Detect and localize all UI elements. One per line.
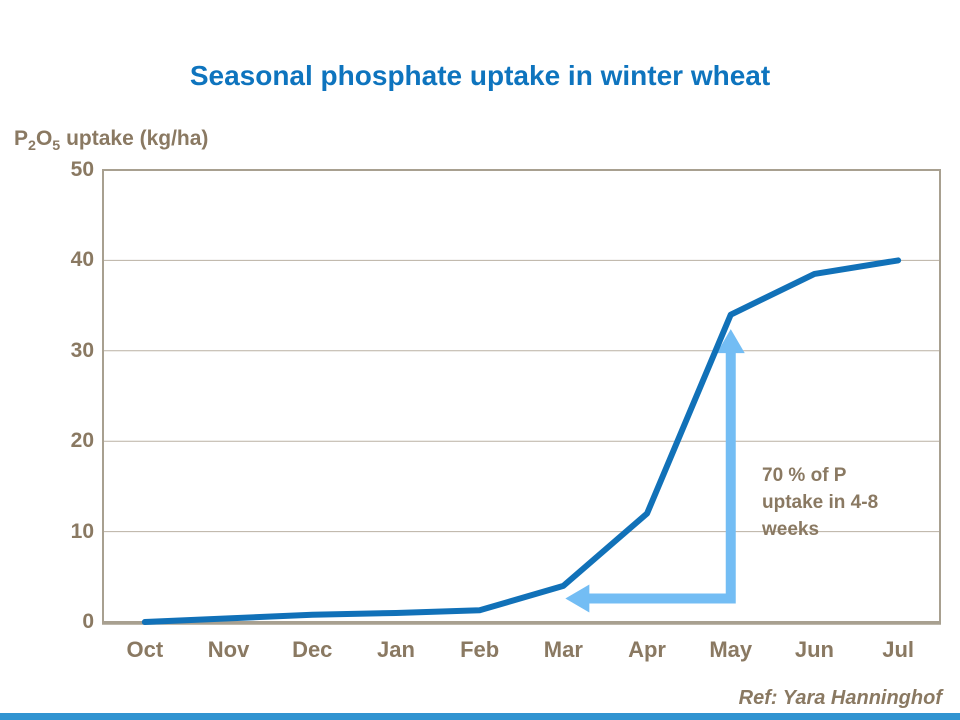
annotation-70-percent: 70 % of P uptake in 4-8 weeks bbox=[762, 462, 932, 543]
x-tick-label: Jun bbox=[794, 637, 834, 662]
chart-title: Seasonal phosphate uptake in winter whea… bbox=[189, 60, 771, 91]
x-tick-label: Nov bbox=[207, 637, 250, 662]
plot-border bbox=[102, 169, 941, 623]
y-tick-label: 30 bbox=[70, 338, 94, 362]
annotation-line-1: 70 % of P bbox=[762, 465, 847, 486]
bottom-accent-bar bbox=[0, 713, 960, 720]
annotation-arrow-shaft bbox=[580, 344, 736, 604]
y-axis-label-rest: uptake (kg/ha) bbox=[60, 127, 209, 150]
x-tick-label: Feb bbox=[460, 637, 500, 662]
y-tick-label: 50 bbox=[70, 158, 94, 181]
x-tick-label: May bbox=[709, 637, 753, 662]
annotation-line-3: weeks bbox=[762, 519, 820, 540]
x-tick-label: Jul bbox=[882, 637, 915, 662]
annotation-arrowhead-up bbox=[716, 329, 745, 354]
x-tick-label: Apr bbox=[628, 637, 666, 662]
y-tick-label: 20 bbox=[70, 429, 94, 453]
y-axis-label-p: P bbox=[14, 127, 29, 150]
y-axis-label-o-sub: 5 bbox=[52, 138, 61, 155]
reference-text: Ref: Yara Hanninghof bbox=[738, 687, 942, 709]
x-tick-label: Jan bbox=[376, 637, 415, 662]
y-tick-label: 10 bbox=[70, 519, 94, 543]
y-tick-label: 0 bbox=[82, 610, 94, 633]
x-tick-label: Mar bbox=[543, 637, 583, 662]
annotation-line-2: uptake in 4-8 bbox=[762, 492, 879, 513]
x-tick-label: Oct bbox=[126, 637, 164, 662]
y-axis-label: P2O5 uptake (kg/ha) bbox=[14, 127, 208, 154]
y-axis-label-p-sub: 2 bbox=[28, 138, 36, 155]
y-tick-label: 40 bbox=[70, 248, 94, 272]
x-tick-label: Dec bbox=[292, 637, 333, 662]
y-axis-label-o: O bbox=[35, 127, 53, 150]
uptake-line bbox=[141, 257, 902, 625]
annotation-arrowhead-left bbox=[565, 584, 590, 613]
